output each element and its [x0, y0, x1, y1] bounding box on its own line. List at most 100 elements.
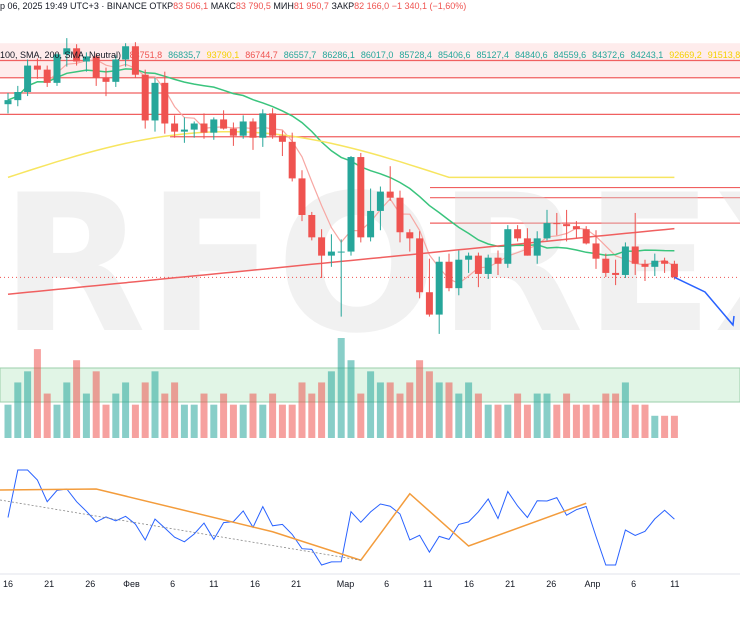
candle-body-31 — [308, 214, 316, 238]
volume-bar-47 — [465, 382, 473, 438]
volume-bar-67 — [661, 415, 669, 438]
volume-bar-44 — [435, 382, 443, 438]
volume-bar-63 — [621, 382, 629, 438]
candle-body-28 — [278, 135, 286, 142]
x-tick-label-14: Апр — [585, 579, 601, 589]
candle-body-47 — [465, 255, 473, 260]
candle-body-65 — [641, 263, 649, 267]
close-label: ЗАКР — [331, 1, 355, 11]
volume-bar-27 — [269, 393, 277, 438]
ma-value-5: 86286,1 — [322, 50, 355, 60]
candle-body-27 — [269, 113, 277, 136]
candle-body-42 — [416, 238, 424, 293]
candle-body-45 — [445, 261, 453, 289]
volume-bar-23 — [229, 404, 237, 438]
volume-bar-34 — [337, 338, 345, 438]
volume-bar-25 — [249, 393, 257, 438]
volume-bar-51 — [504, 404, 512, 438]
volume-bar-31 — [308, 393, 316, 438]
volume-bar-36 — [357, 393, 365, 438]
volume-bar-43 — [425, 371, 433, 438]
volume-bar-55 — [543, 393, 551, 438]
volume-bar-30 — [298, 382, 306, 438]
x-tick-label-15: 6 — [631, 579, 636, 589]
indicator-values-row: 100, SMA, 200, SMA, Neutral) 83751,8 8683… — [0, 50, 740, 60]
ma-value-8: 85406,6 — [437, 50, 471, 60]
ma-value-11: 84559,6 — [553, 50, 587, 60]
x-tick-label-6: 16 — [250, 579, 260, 589]
ma-value-6: 86017,0 — [360, 50, 394, 60]
ohlc-header: р 06, 2025 19:49 UTC+3 · BINANCE ОТКР83 … — [0, 1, 466, 11]
candle-body-39 — [386, 191, 394, 198]
candle-body-32 — [318, 237, 326, 256]
candle-body-6 — [63, 48, 71, 55]
volume-bar-22 — [220, 393, 228, 438]
candle-body-18 — [180, 129, 188, 132]
rsi-line — [7, 469, 675, 566]
candle-body-3 — [33, 65, 41, 70]
high-label: МАКС — [210, 1, 236, 11]
x-tick-label-10: 11 — [423, 579, 432, 589]
x-tick-label-9: 6 — [384, 579, 389, 589]
candle-body-8 — [82, 56, 90, 62]
x-tick-label-5: 11 — [209, 579, 218, 589]
volume-bar-12 — [122, 382, 130, 438]
volume-bar-1 — [14, 382, 22, 438]
volume-bar-41 — [406, 382, 414, 438]
candle-body-23 — [229, 128, 237, 136]
watermark-text: RFOREX — [0, 154, 740, 375]
volume-bar-32 — [318, 382, 326, 438]
open-value: 83 506,1 — [173, 1, 209, 11]
candle-body-52 — [514, 229, 522, 239]
x-tick-label-7: 21 — [291, 579, 301, 589]
x-tick-label-2: 26 — [85, 579, 95, 589]
rsi-trend-line — [0, 499, 361, 561]
candle-body-46 — [455, 259, 463, 289]
volume-bar-28 — [278, 404, 286, 438]
candle-body-50 — [494, 257, 502, 264]
volume-bar-48 — [474, 393, 482, 438]
candle-body-9 — [92, 56, 100, 78]
ma-value-1: 86835,7 — [168, 50, 201, 60]
ma-value-10: 84840,6 — [515, 50, 548, 60]
volume-bar-54 — [533, 393, 541, 438]
x-tick-label-1: 21 — [44, 579, 54, 589]
volume-bar-10 — [102, 404, 110, 438]
volume-bar-9 — [92, 371, 100, 438]
candle-body-64 — [631, 246, 639, 264]
volume-bar-5 — [53, 404, 61, 438]
candle-body-67 — [661, 260, 669, 264]
candle-body-4 — [43, 69, 51, 83]
change-value: −1 340,1 (−1,60%) — [391, 1, 467, 11]
ma-value-9: 85127,4 — [476, 50, 510, 60]
x-tick-label-12: 21 — [505, 579, 515, 589]
candle-body-7 — [73, 48, 81, 62]
ma-value-3: 86744,7 — [245, 50, 278, 60]
candle-body-51 — [504, 229, 512, 264]
x-tick-label-0: 16 — [3, 579, 13, 589]
volume-bar-62 — [612, 393, 620, 438]
candle-body-38 — [376, 191, 384, 211]
candle-body-53 — [523, 238, 531, 256]
candle-body-44 — [435, 261, 443, 315]
rsi-zigzag-line — [0, 488, 587, 562]
volume-bar-66 — [651, 415, 659, 438]
volume-bar-18 — [180, 404, 188, 438]
x-tick-label-3: Фев — [123, 579, 140, 589]
ma-value-0: 83751,8 — [129, 50, 163, 60]
candle-body-20 — [200, 123, 208, 133]
volume-bar-35 — [347, 360, 355, 438]
volume-bar-20 — [200, 393, 208, 438]
volume-bar-68 — [670, 415, 678, 438]
close-value: 82 166,0 — [354, 1, 390, 11]
volume-bar-39 — [386, 382, 394, 438]
volume-bar-2 — [24, 371, 32, 438]
low-value: 81 950,7 — [293, 1, 329, 11]
candle-body-55 — [543, 223, 551, 239]
candle-body-49 — [484, 257, 492, 274]
candle-body-33 — [327, 251, 335, 256]
ma-value-7: 85728,4 — [399, 50, 432, 60]
candle-body-1 — [14, 92, 22, 101]
